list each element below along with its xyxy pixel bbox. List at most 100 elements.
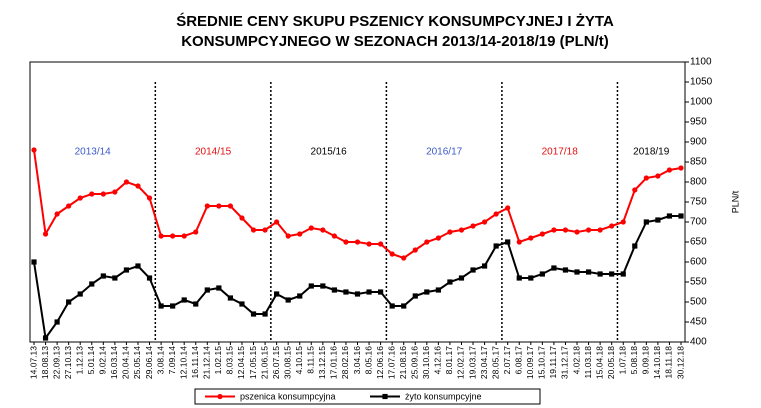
x-tick-label: 16.03.14 — [109, 346, 119, 379]
x-tick-label: 19.03.17 — [467, 346, 477, 379]
point — [204, 287, 210, 293]
point — [227, 295, 234, 301]
point — [609, 223, 615, 229]
point — [539, 271, 545, 277]
point — [620, 219, 626, 225]
point — [170, 303, 176, 309]
point — [112, 189, 118, 195]
point — [297, 231, 303, 237]
point — [435, 235, 441, 241]
point — [54, 211, 60, 217]
point — [458, 275, 465, 281]
x-tick-label: 26.07.15 — [271, 346, 281, 379]
point — [447, 229, 453, 235]
point — [597, 271, 603, 277]
x-tick-label: 30.12.18 — [675, 346, 685, 379]
point — [458, 227, 465, 233]
y-tick-label: 400 — [690, 337, 707, 348]
x-tick-label: 17.05.15 — [248, 346, 258, 379]
x-tick-label: 2.07.17 — [502, 346, 512, 375]
point — [401, 255, 407, 261]
x-tick-label: 1.07.18 — [617, 346, 627, 375]
y-tick-label: 950 — [690, 117, 707, 128]
point — [354, 291, 361, 297]
season-label: 2015/16 — [311, 147, 348, 158]
x-tick-label: 11.03.18 — [583, 346, 593, 379]
point — [262, 311, 268, 317]
point — [632, 187, 638, 193]
y-tick-label: 550 — [690, 277, 707, 288]
point — [112, 275, 118, 281]
point — [585, 269, 592, 275]
x-tick-label: 27.10.13 — [63, 346, 73, 379]
point — [643, 219, 649, 225]
point — [100, 191, 106, 197]
point — [343, 289, 349, 295]
point — [42, 335, 49, 341]
point — [574, 269, 580, 275]
legend-label: pszenica konsumpcyjna — [240, 391, 336, 401]
x-tick-label: 18.08.13 — [40, 346, 50, 379]
point — [285, 297, 291, 303]
y-tick-label: 750 — [690, 197, 707, 208]
season-label: 2017/18 — [542, 147, 579, 158]
x-tick-label: 12.04.15 — [236, 346, 246, 379]
point — [158, 303, 164, 309]
plot-frame — [29, 61, 686, 343]
x-tick-label: 29.06.14 — [144, 346, 154, 379]
point — [77, 195, 83, 201]
series-line — [33, 215, 681, 341]
point — [181, 297, 187, 303]
point — [135, 183, 141, 189]
x-tick-label: 4.10.15 — [294, 346, 304, 375]
x-tick-label: 3.04.16 — [352, 346, 362, 375]
point — [632, 243, 638, 249]
x-tick-label: 4.02.18 — [571, 346, 581, 375]
point — [204, 203, 210, 209]
point — [297, 293, 303, 299]
y-tick-label: 1000 — [690, 97, 713, 108]
x-tick-label: 1.02.15 — [213, 346, 223, 375]
point — [481, 219, 488, 225]
point — [366, 241, 372, 247]
point — [424, 239, 430, 245]
season-label: 2014/15 — [195, 147, 232, 158]
point — [135, 263, 141, 269]
point — [562, 267, 569, 273]
y-tick-label: 500 — [690, 297, 707, 308]
point — [89, 281, 95, 287]
point — [146, 195, 153, 201]
x-tick-label: 12.02.17 — [456, 346, 466, 379]
x-tick-label: 14.10.18 — [652, 346, 662, 379]
y-tick-label: 600 — [690, 257, 707, 268]
point — [227, 203, 234, 209]
point — [447, 279, 453, 285]
point — [274, 219, 280, 225]
x-tick-label: 4.12.16 — [433, 346, 443, 375]
x-tick-label: 5.01.14 — [86, 346, 96, 375]
point — [274, 291, 280, 297]
point — [470, 267, 476, 273]
point — [308, 225, 314, 231]
x-tick-label: 3.08.14 — [155, 346, 165, 375]
point — [597, 227, 603, 233]
x-tick-label: 1.12.13 — [74, 346, 84, 375]
point — [378, 241, 384, 247]
x-tick-label: 30.10.16 — [421, 346, 431, 379]
x-tick-label: 28.05.17 — [490, 346, 500, 379]
point — [331, 233, 337, 239]
x-tick-label: 8.01.17 — [444, 346, 454, 375]
point — [262, 227, 268, 233]
point — [481, 263, 488, 269]
point — [505, 205, 511, 211]
point — [401, 303, 407, 309]
point — [389, 251, 395, 257]
point — [89, 191, 95, 197]
y-tick-label: 650 — [690, 237, 707, 248]
point — [382, 393, 388, 400]
x-tick-label: 9.09.18 — [641, 346, 651, 375]
point — [217, 393, 223, 400]
season-label: 2016/17 — [426, 147, 463, 158]
x-tick-label: 20.05.18 — [606, 346, 616, 379]
point — [424, 289, 430, 295]
